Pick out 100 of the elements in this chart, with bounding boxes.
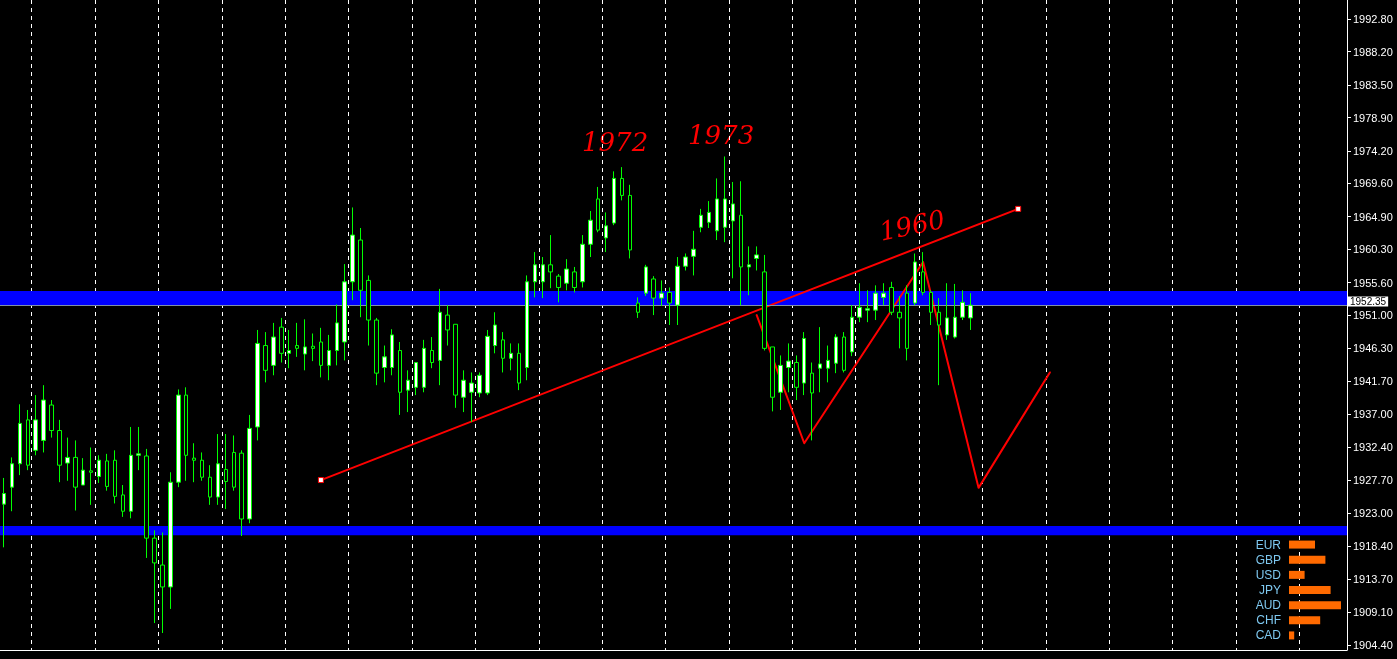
- bar: [1289, 631, 1295, 640]
- candlestick: [327, 334, 331, 381]
- bar: [1289, 616, 1321, 625]
- candlestick: [921, 251, 925, 296]
- candlestick: [2, 477, 6, 548]
- candlestick: [493, 311, 497, 354]
- candlestick: [271, 322, 276, 376]
- y-tick-label: CAD: [1255, 628, 1282, 643]
- candlestick: [881, 282, 886, 306]
- candlestick: [453, 323, 458, 409]
- candlestick: [152, 529, 157, 624]
- candlestick: [192, 442, 196, 483]
- candlestick: [390, 328, 394, 376]
- candlestick: [232, 434, 236, 492]
- y-tick-label: 1904.40: [1353, 639, 1393, 652]
- candlestick: [335, 303, 339, 366]
- y-tick-label: 1983.50: [1353, 78, 1393, 91]
- y-tick-label: 1992.80: [1353, 13, 1393, 26]
- y-tick-label: 1964.90: [1353, 210, 1393, 223]
- candlestick: [501, 331, 505, 373]
- candlestick: [374, 317, 379, 386]
- candlestick: [247, 414, 252, 524]
- y-tick-label: 1913.70: [1353, 573, 1393, 586]
- candlestick: [303, 318, 307, 371]
- candlestick: [129, 426, 133, 519]
- candlestick: [160, 531, 165, 634]
- candlestick: [65, 437, 70, 482]
- y-tick-label: EUR: [1255, 537, 1282, 552]
- candlestick: [548, 234, 553, 289]
- candlestick: [960, 289, 965, 321]
- candlestick: [834, 333, 838, 374]
- candlestick: [18, 403, 22, 476]
- candlestick: [319, 327, 323, 378]
- candlestick: [818, 326, 822, 393]
- candlestick: [366, 274, 371, 347]
- candlestick: [723, 155, 727, 243]
- candlestick: [517, 342, 521, 391]
- y-tick-label: 1978.90: [1353, 111, 1393, 124]
- candlestick: [691, 230, 696, 276]
- y-tick-label: 1937.00: [1353, 408, 1393, 421]
- candlestick: [699, 208, 703, 233]
- candlestick: [509, 342, 513, 371]
- annotation: 1973: [688, 120, 755, 150]
- y-tick-label: CHF: [1256, 613, 1281, 628]
- candlestick: [762, 254, 767, 351]
- candlestick: [556, 273, 561, 303]
- candlestick: [826, 345, 830, 383]
- candlestick: [620, 166, 624, 201]
- candlestick: [612, 170, 616, 226]
- candlestick: [81, 457, 85, 486]
- candlestick: [644, 264, 648, 297]
- candlestick: [889, 281, 894, 316]
- y-tick-label: JPY: [1258, 583, 1281, 597]
- candlestick: [842, 331, 846, 373]
- candlestick: [208, 464, 212, 506]
- annotation: 1960: [876, 204, 948, 247]
- candlestick: [89, 446, 93, 506]
- candlestick: [929, 289, 933, 326]
- y-tick-label: 1918.40: [1353, 539, 1393, 552]
- candlestick: [113, 449, 117, 504]
- candlestick: [239, 449, 244, 537]
- candlestick: [675, 256, 680, 326]
- candlestick: [422, 339, 426, 393]
- candlestick: [525, 274, 529, 381]
- y-tick-label: 1941.70: [1353, 374, 1393, 387]
- candlestick: [572, 266, 577, 293]
- candlestick: [628, 184, 632, 259]
- candlestick: [57, 419, 62, 483]
- y-tick-label: 1974.20: [1353, 144, 1393, 157]
- candlestick: [73, 439, 78, 512]
- candlestick: [398, 341, 402, 416]
- candlestick: [897, 295, 902, 349]
- line-series: [755, 260, 1051, 489]
- ref-line-label: 1952.35: [1350, 296, 1387, 308]
- candlestick: [747, 245, 751, 296]
- candlestick: [49, 399, 54, 439]
- candlestick: [461, 369, 466, 413]
- candlestick: [945, 282, 949, 341]
- candlestick: [564, 258, 569, 291]
- y-tick-label: 1927.70: [1353, 474, 1393, 487]
- candlestick: [200, 451, 204, 482]
- candlestick: [263, 331, 268, 383]
- y-tick-label: 1969.60: [1353, 177, 1393, 190]
- candlestick: [121, 484, 125, 518]
- candlestick: [311, 333, 315, 362]
- candlestick: [176, 388, 181, 488]
- candlestick: [707, 200, 711, 229]
- y-tick-label: 1923.00: [1353, 507, 1393, 520]
- candlestick: [913, 252, 917, 306]
- candlestick: [295, 322, 299, 358]
- bar: [1289, 586, 1331, 594]
- candlestick: [224, 433, 228, 510]
- candlestick: [382, 345, 387, 383]
- candlestick: [168, 471, 173, 610]
- y-tick-label: 1909.10: [1353, 605, 1393, 618]
- y-tick-label: 1955.60: [1353, 276, 1393, 289]
- candlestick: [802, 331, 806, 396]
- y-tick-label: 1951.00: [1353, 309, 1393, 322]
- candlestick: [715, 177, 719, 241]
- candlestick: [184, 386, 188, 482]
